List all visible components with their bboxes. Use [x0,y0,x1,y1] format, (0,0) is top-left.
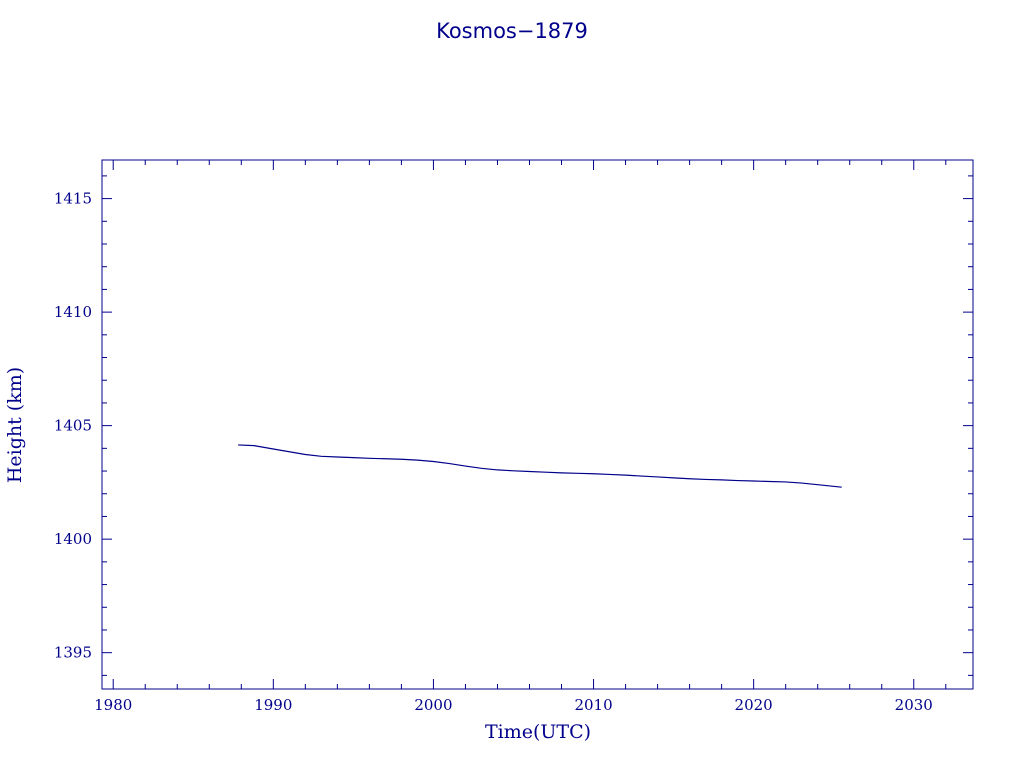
x-axis-label: Time(UTC) [485,721,591,743]
y-tick-label-1400: 1400 [54,530,92,548]
x-axis-ticks [112,160,947,689]
x-tick-label-2030: 2030 [895,696,933,714]
x-tick-label-2000: 2000 [414,696,452,714]
x-tick-label-1980: 1980 [94,696,132,714]
y-axis-ticks [102,175,973,676]
x-tick-label-2010: 2010 [574,696,612,714]
x-tick-label-1990: 1990 [254,696,292,714]
x-axis-tick-labels: 1980 1990 2000 2010 2020 2030 [94,696,933,714]
y-axis-label: Height (km) [4,367,26,483]
height-series-line [238,444,842,488]
y-tick-label-1405: 1405 [54,417,92,435]
chart-title: Kosmos−1879 [436,19,588,43]
y-tick-label-1415: 1415 [54,190,92,208]
x-tick-label-2020: 2020 [735,696,773,714]
y-tick-label-1410: 1410 [54,303,92,321]
y-axis-tick-labels: 1395 1400 1405 1410 1415 [54,190,92,662]
y-tick-label-1395: 1395 [54,644,92,662]
plot-frame [101,159,974,690]
